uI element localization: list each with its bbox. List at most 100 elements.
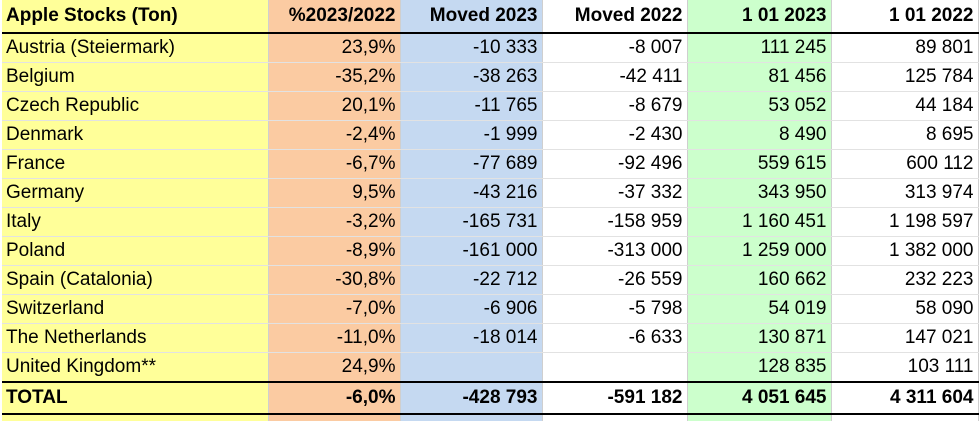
cell-stock-2022[interactable]: 44 184 — [831, 91, 979, 121]
cell-moved-2023[interactable]: -11 765 — [400, 91, 543, 121]
cell-moved-2022[interactable]: -42 411 — [542, 62, 688, 92]
empty-cell[interactable] — [687, 414, 832, 421]
empty-cell[interactable] — [542, 414, 688, 421]
total-moved-2022[interactable]: -591 182 — [542, 381, 688, 415]
cell-country[interactable]: Italy — [2, 207, 269, 237]
cell-pct-change[interactable]: -35,2% — [268, 62, 401, 92]
cell-moved-2023[interactable]: -10 333 — [400, 33, 543, 63]
cell-pct-change[interactable]: 23,9% — [268, 33, 401, 63]
cell-pct-change[interactable]: -8,9% — [268, 236, 401, 266]
cell-stock-2023[interactable]: 130 871 — [687, 323, 832, 353]
cell-moved-2023[interactable]: -161 000 — [400, 236, 543, 266]
total-pct-change[interactable]: -6,0% — [268, 381, 401, 415]
cell-stock-2022[interactable]: 89 801 — [831, 33, 979, 63]
cell-moved-2023[interactable]: -1 999 — [400, 120, 543, 150]
cell-stock-2023[interactable]: 53 052 — [687, 91, 832, 121]
cell-country[interactable]: Denmark — [2, 120, 269, 150]
header-stock-2023[interactable]: 1 01 2023 — [687, 0, 832, 34]
cell-country[interactable]: Poland — [2, 236, 269, 266]
cell-pct-change[interactable]: -3,2% — [268, 207, 401, 237]
cell-moved-2022[interactable]: -26 559 — [542, 265, 688, 295]
empty-cell[interactable] — [2, 414, 269, 421]
cell-moved-2023[interactable]: -18 014 — [400, 323, 543, 353]
cell-stock-2023[interactable]: 128 835 — [687, 352, 832, 383]
cell-stock-2023[interactable]: 81 456 — [687, 62, 832, 92]
cell-moved-2023[interactable]: -22 712 — [400, 265, 543, 295]
cell-country[interactable]: Belgium — [2, 62, 269, 92]
table-row: Belgium -35,2% -38 263 -42 411 81 456 125 784 — [2, 62, 979, 92]
cell-moved-2023[interactable] — [400, 352, 543, 383]
empty-cell[interactable] — [831, 414, 979, 421]
cell-stock-2022[interactable]: 125 784 — [831, 62, 979, 92]
cell-stock-2022[interactable]: 1 198 597 — [831, 207, 979, 237]
cell-stock-2023[interactable]: 54 019 — [687, 294, 832, 324]
empty-cell[interactable] — [268, 414, 401, 421]
header-moved-2023[interactable]: Moved 2023 — [400, 0, 543, 34]
cell-stock-2022[interactable]: 58 090 — [831, 294, 979, 324]
header-pct-change[interactable]: %2023/2022 — [268, 0, 401, 34]
cell-moved-2022[interactable]: -8 679 — [542, 91, 688, 121]
table-row: Denmark -2,4% -1 999 -2 430 8 490 8 695 — [2, 120, 979, 150]
total-stock-2023[interactable]: 4 051 645 — [687, 381, 832, 415]
cell-stock-2023[interactable]: 1 160 451 — [687, 207, 832, 237]
cell-moved-2022[interactable]: -2 430 — [542, 120, 688, 150]
empty-cell[interactable] — [400, 414, 543, 421]
header-stock-2022[interactable]: 1 01 2022 — [831, 0, 979, 34]
cell-country[interactable]: Spain (Catalonia) — [2, 265, 269, 295]
cell-country[interactable]: Czech Republic — [2, 91, 269, 121]
cell-country[interactable]: Germany — [2, 178, 269, 208]
cell-moved-2023[interactable]: -43 216 — [400, 178, 543, 208]
cell-stock-2022[interactable]: 600 112 — [831, 149, 979, 179]
cell-moved-2023[interactable]: -77 689 — [400, 149, 543, 179]
table-row: Germany 9,5% -43 216 -37 332 343 950 313 974 — [2, 178, 979, 208]
cell-stock-2022[interactable]: 232 223 — [831, 265, 979, 295]
cell-pct-change[interactable]: 20,1% — [268, 91, 401, 121]
cell-country[interactable]: The Netherlands — [2, 323, 269, 353]
total-moved-2023[interactable]: -428 793 — [400, 381, 543, 415]
cell-moved-2023[interactable]: -38 263 — [400, 62, 543, 92]
cell-stock-2022[interactable]: 1 382 000 — [831, 236, 979, 266]
header-country[interactable]: Apple Stocks (Ton) — [2, 0, 269, 34]
cell-moved-2022[interactable]: -158 959 — [542, 207, 688, 237]
cell-moved-2022[interactable]: -6 633 — [542, 323, 688, 353]
cell-moved-2023[interactable]: -6 906 — [400, 294, 543, 324]
total-label[interactable]: TOTAL — [2, 381, 269, 415]
cell-pct-change[interactable]: -2,4% — [268, 120, 401, 150]
cell-stock-2022[interactable]: 8 695 — [831, 120, 979, 150]
header-moved-2022[interactable]: Moved 2022 — [542, 0, 688, 34]
cell-stock-2023[interactable]: 8 490 — [687, 120, 832, 150]
cell-moved-2022[interactable]: -5 798 — [542, 294, 688, 324]
total-row: TOTAL -6,0% -428 793 -591 182 4 051 645 … — [2, 381, 979, 415]
table-row: The Netherlands -11,0% -18 014 -6 633 130 87… — [2, 323, 979, 353]
cell-moved-2022[interactable]: -313 000 — [542, 236, 688, 266]
cell-stock-2023[interactable]: 343 950 — [687, 178, 832, 208]
cell-pct-change[interactable]: 9,5% — [268, 178, 401, 208]
cell-country[interactable]: Switzerland — [2, 294, 269, 324]
cell-pct-change[interactable]: -30,8% — [268, 265, 401, 295]
cell-stock-2023[interactable]: 1 259 000 — [687, 236, 832, 266]
cell-stock-2022[interactable]: 147 021 — [831, 323, 979, 353]
cell-stock-2023[interactable]: 559 615 — [687, 149, 832, 179]
cell-moved-2022[interactable]: -8 007 — [542, 33, 688, 63]
cell-pct-change[interactable]: 24,9% — [268, 352, 401, 383]
cell-moved-2022[interactable] — [542, 352, 688, 383]
cell-pct-change[interactable]: -11,0% — [268, 323, 401, 353]
cell-stock-2022[interactable]: 103 111 — [831, 352, 979, 383]
cell-country[interactable]: United Kingdom** — [2, 352, 269, 383]
cell-pct-change[interactable]: -7,0% — [268, 294, 401, 324]
cell-moved-2022[interactable]: -37 332 — [542, 178, 688, 208]
cell-stock-2023[interactable]: 160 662 — [687, 265, 832, 295]
cell-moved-2023[interactable]: -165 731 — [400, 207, 543, 237]
table-row: Spain (Catalonia) -30,8% -22 712 -26 559 160… — [2, 265, 979, 295]
cell-country[interactable]: France — [2, 149, 269, 179]
cell-stock-2023[interactable]: 111 245 — [687, 33, 832, 63]
cell-pct-change[interactable]: -6,7% — [268, 149, 401, 179]
cell-moved-2022[interactable]: -92 496 — [542, 149, 688, 179]
table-row: Austria (Steiermark) 23,9% -10 333 -8 007 11… — [2, 33, 979, 63]
cell-stock-2022[interactable]: 313 974 — [831, 178, 979, 208]
total-stock-2022[interactable]: 4 311 604 — [831, 381, 979, 415]
cell-country[interactable]: Austria (Steiermark) — [2, 33, 269, 63]
table-row: Czech Republic 20,1% -11 765 -8 679 53 052 44… — [2, 91, 979, 121]
